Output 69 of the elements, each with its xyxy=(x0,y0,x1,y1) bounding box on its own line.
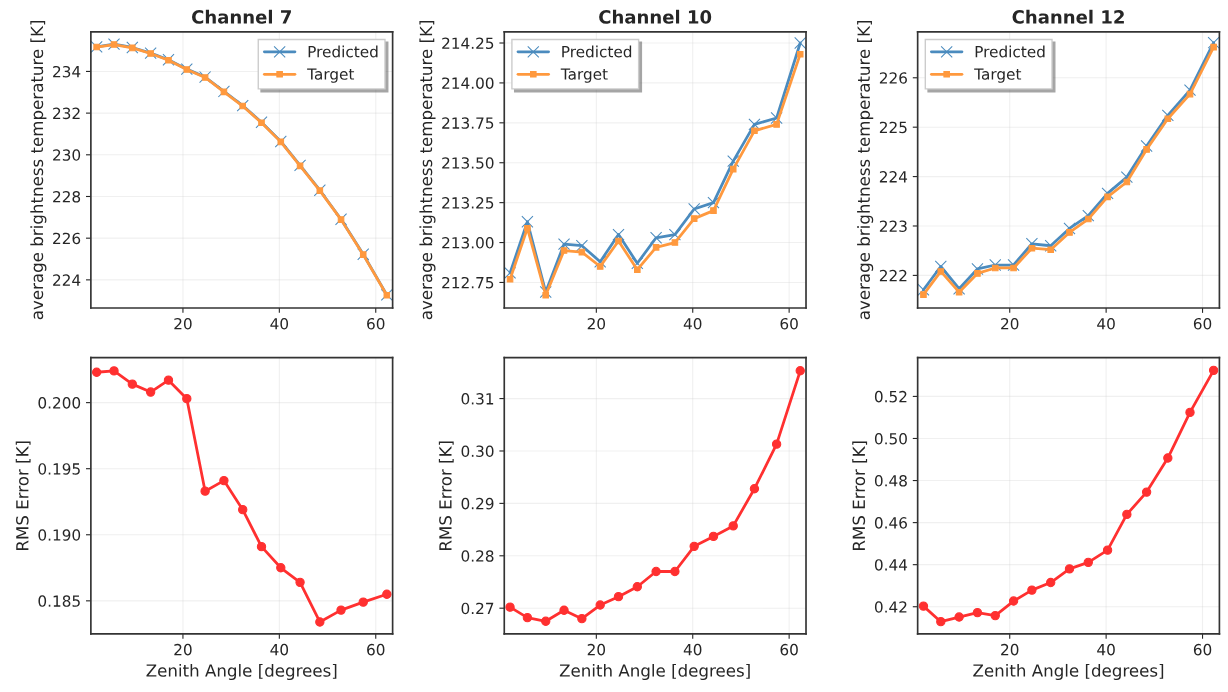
y-tick-label: 0.46 xyxy=(874,517,907,529)
y-tick-label: 228 xyxy=(53,190,81,203)
y-tick-label: 0.42 xyxy=(874,601,907,613)
y-axis-title: RMS Error [K] xyxy=(15,441,31,550)
y-tick-label: 212.75 xyxy=(442,276,494,289)
y-tick-label: 0.185 xyxy=(38,595,80,607)
x-tick-label: 40 xyxy=(683,643,702,656)
legend-label: Target xyxy=(560,68,608,83)
legend-label: Target xyxy=(974,68,1022,83)
y-tick-label: 230 xyxy=(53,149,81,161)
x-tick-label: 60 xyxy=(780,643,798,656)
y-tick-label: 214.00 xyxy=(442,77,494,89)
y-tick-label: 0.52 xyxy=(874,390,907,403)
chart-title: Channel 7 xyxy=(192,9,291,24)
y-axis-title: average brightness temperature [K] xyxy=(30,20,47,320)
y-tick-label: 213.00 xyxy=(442,237,494,249)
x-tick-label: 40 xyxy=(1097,643,1115,656)
x-tick-label: 60 xyxy=(780,317,798,330)
x-tick-label: 20 xyxy=(174,317,192,330)
x-tick-label: 60 xyxy=(1193,317,1212,330)
legend-label: Target xyxy=(307,68,355,83)
x-tick-label: 40 xyxy=(683,317,702,330)
y-tick-label: 0.48 xyxy=(874,475,907,487)
y-tick-label: 0.31 xyxy=(461,393,494,405)
y-tick-label: 0.30 xyxy=(461,445,494,458)
legend-label: Predicted xyxy=(975,45,1045,58)
y-tick-label: 224 xyxy=(879,171,908,183)
y-tick-label: 223 xyxy=(879,220,907,233)
legend-label: Predicted xyxy=(308,45,378,58)
x-tick-label: 60 xyxy=(367,643,385,656)
y-tick-label: 0.27 xyxy=(461,602,494,615)
y-axis-title: average brightness temperature [K] xyxy=(419,20,436,320)
x-tick-label: 20 xyxy=(1001,317,1019,330)
x-tick-label: 20 xyxy=(174,643,192,656)
x-tick-label: 20 xyxy=(1001,643,1019,656)
y-tick-label: 213.75 xyxy=(442,117,494,129)
y-tick-label: 224 xyxy=(53,274,81,286)
x-tick-label: 60 xyxy=(367,317,385,330)
x-tick-label: 20 xyxy=(587,643,606,656)
y-tick-label: 0.190 xyxy=(38,529,81,541)
y-tick-label: 0.50 xyxy=(874,432,907,445)
y-tick-label: 226 xyxy=(53,232,81,245)
y-tick-label: 222 xyxy=(879,269,907,282)
y-tick-label: 214.25 xyxy=(442,37,494,50)
y-axis-title: RMS Error [K] xyxy=(852,441,868,550)
y-tick-label: 0.200 xyxy=(38,397,81,409)
chart-title: Channel 12 xyxy=(1012,9,1124,24)
y-tick-label: 226 xyxy=(879,72,907,84)
y-tick-label: 0.28 xyxy=(461,550,494,562)
x-axis-title: Zenith Angle [degrees] xyxy=(146,663,337,681)
y-tick-label: 0.29 xyxy=(461,497,494,510)
x-axis-title: Zenith Angle [degrees] xyxy=(559,663,750,681)
y-axis-title: average brightness temperature [K] xyxy=(857,20,874,320)
x-tick-label: 60 xyxy=(1193,643,1212,656)
x-tick-label: 20 xyxy=(587,317,606,330)
y-tick-label: 0.44 xyxy=(874,559,908,571)
x-axis-title: Zenith Angle [degrees] xyxy=(973,663,1164,681)
x-tick-label: 40 xyxy=(270,317,289,330)
y-tick-label: 0.195 xyxy=(38,463,80,475)
y-tick-label: 213.25 xyxy=(442,197,494,209)
y-tick-label: 213.50 xyxy=(442,157,494,169)
y-tick-label: 232 xyxy=(53,107,80,120)
y-tick-label: 234 xyxy=(53,65,81,78)
x-tick-label: 40 xyxy=(1097,317,1115,330)
y-axis-title: RMS Error [K] xyxy=(438,441,454,550)
x-tick-label: 40 xyxy=(270,643,289,656)
chart-title: Channel 10 xyxy=(599,9,712,24)
y-tick-label: 225 xyxy=(879,121,907,134)
legend-label: Predicted xyxy=(562,45,632,58)
